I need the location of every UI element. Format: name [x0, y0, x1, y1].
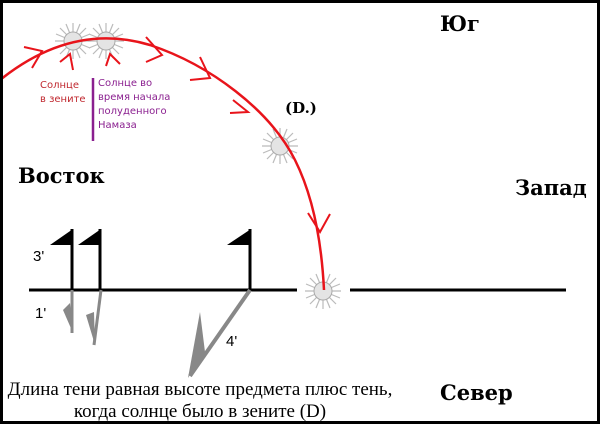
sun-d-icon — [261, 127, 299, 165]
sun-namaz-icon — [87, 22, 125, 60]
stick-1-icon — [50, 229, 74, 290]
stick-2-icon — [78, 229, 102, 290]
caption: Длина тени равная высоте предмета плюс т… — [7, 379, 393, 422]
sun-path-arc — [3, 37, 326, 291]
zenith-note: Солнце в зените — [40, 80, 86, 105]
label-1: 1' — [35, 305, 47, 322]
path-arrows — [23, 36, 331, 234]
sun-d-label: (D.) — [285, 99, 317, 117]
direction-south: Юг — [440, 11, 480, 36]
shadows — [63, 288, 252, 378]
stick-3-icon — [227, 229, 252, 290]
label-4: 4' — [226, 333, 238, 350]
direction-west: Запад — [515, 175, 587, 200]
label-3: 3' — [33, 248, 45, 265]
namaz-note: Солнце во время начала полуденного Намаз… — [98, 78, 171, 131]
direction-north: Север — [440, 380, 513, 405]
direction-east: Восток — [18, 163, 105, 188]
